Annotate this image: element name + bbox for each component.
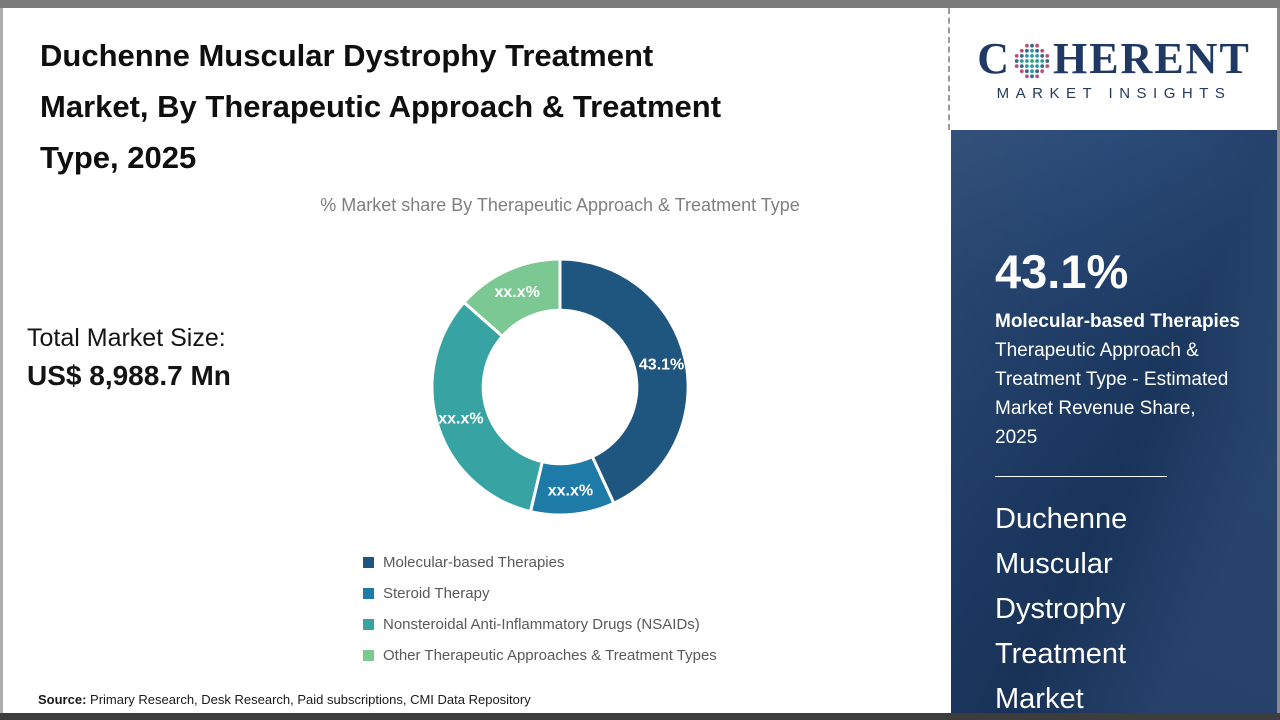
frame-right-border xyxy=(1277,8,1280,713)
frame-top-border xyxy=(0,0,1280,8)
legend-swatch-icon xyxy=(363,618,374,630)
globe-dot xyxy=(1045,58,1050,63)
globe-dot xyxy=(1030,53,1034,58)
page-title: Duchenne Muscular Dystrophy Treatment Ma… xyxy=(40,38,722,175)
frame-left-border xyxy=(0,8,3,713)
globe-dot xyxy=(1040,68,1045,73)
globe-dot xyxy=(1035,68,1039,73)
stat-value: 43.1% xyxy=(995,245,1129,298)
donut-slice xyxy=(462,257,562,338)
total-market-size: Total Market Size: US$ 8,988.7 Mn xyxy=(27,324,231,392)
globe-dot xyxy=(1030,63,1034,68)
globe-dot xyxy=(1024,53,1029,58)
globe-dot xyxy=(1024,63,1029,68)
globe-dot xyxy=(1035,73,1039,78)
legend-label: Molecular-based Therapies xyxy=(383,553,565,571)
company-logo: C HERENT MARKET INSIGHTS xyxy=(951,8,1277,130)
globe-dot xyxy=(1024,48,1029,53)
legend-label: Nonsteroidal Anti-Inflammatory Drugs (NS… xyxy=(383,615,700,633)
globe-dot xyxy=(1030,48,1034,53)
globe-dot xyxy=(1030,43,1034,48)
globe-dot xyxy=(1024,58,1029,63)
stat-underline xyxy=(995,476,1167,477)
chart-legend: Molecular-based Therapies Steroid Therap… xyxy=(363,553,717,677)
donut-slice-label: xx.x% xyxy=(495,284,540,301)
globe-dot xyxy=(1030,58,1034,63)
total-market-size-label: Total Market Size: xyxy=(27,324,226,352)
sidebar-divider xyxy=(948,8,950,130)
donut-chart: 43.1% xx.x% xx.x% xx.x% xyxy=(430,257,690,517)
globe-dot xyxy=(1035,63,1039,68)
frame-bottom-border xyxy=(0,713,1280,720)
source-line: Source: Primary Research, Desk Research,… xyxy=(38,692,531,707)
globe-dot xyxy=(1040,63,1045,68)
logo-letter-c: C xyxy=(977,33,1011,83)
stat-rest: Therapeutic Approach & Treatment Type - … xyxy=(995,340,1229,448)
legend-row: Steroid Therapy xyxy=(363,584,717,602)
legend-label: Other Therapeutic Approaches & Treatment… xyxy=(383,646,717,664)
logo-word-rest: HERENT xyxy=(1052,33,1251,83)
stat-description: Molecular-based Therapies Therapeutic Ap… xyxy=(995,307,1243,452)
market-name: Duchenne Muscular Dystrophy Treatment Ma… xyxy=(995,503,1128,713)
legend-swatch-icon xyxy=(363,587,374,599)
globe-dot xyxy=(1019,68,1024,73)
total-market-size-value: US$ 8,988.7 Mn xyxy=(27,360,231,391)
donut-slice-label: 43.1% xyxy=(639,357,684,374)
chart-subtitle: % Market share By Therapeutic Approach &… xyxy=(320,195,800,215)
globe-dot xyxy=(1035,48,1039,53)
globe-dot xyxy=(1019,48,1024,53)
globe-dot xyxy=(1014,58,1019,63)
legend-row: Nonsteroidal Anti-Inflammatory Drugs (NS… xyxy=(363,615,717,633)
globe-dot xyxy=(1019,53,1024,58)
logo-subtitle: MARKET INSIGHTS xyxy=(996,84,1232,102)
globe-dot xyxy=(1035,58,1039,63)
donut-slice xyxy=(558,257,690,505)
globe-dot xyxy=(1040,48,1045,53)
globe-dot xyxy=(1024,73,1029,78)
globe-dot xyxy=(1014,53,1019,58)
legend-row: Molecular-based Therapies xyxy=(363,553,717,571)
source-text: Primary Research, Desk Research, Paid su… xyxy=(86,692,531,707)
legend-label: Steroid Therapy xyxy=(383,584,490,602)
source-label: Source: xyxy=(38,692,87,707)
globe-dot xyxy=(1030,68,1034,73)
globe-dot xyxy=(1040,53,1045,58)
globe-dot xyxy=(1035,53,1039,58)
sidebar-panel: 43.1% Molecular-based Therapies Therapeu… xyxy=(951,130,1277,713)
stat-highlight: Molecular-based Therapies xyxy=(995,311,1240,332)
donut-slice xyxy=(430,300,544,514)
globe-dot xyxy=(1019,63,1024,68)
globe-dot xyxy=(1024,68,1029,73)
globe-dot xyxy=(1024,43,1029,48)
globe-dot xyxy=(1030,73,1034,78)
globe-dot xyxy=(1014,63,1019,68)
globe-dot xyxy=(1045,53,1050,58)
globe-dot xyxy=(1045,63,1050,68)
legend-row: Other Therapeutic Approaches & Treatment… xyxy=(363,646,717,664)
coherent-globe-icon xyxy=(1014,43,1050,78)
donut-slice-label: xx.x% xyxy=(548,483,593,500)
globe-dot xyxy=(1019,58,1024,63)
globe-dot xyxy=(1040,58,1045,63)
sidebar-content: 43.1% Molecular-based Therapies Therapeu… xyxy=(951,248,1277,713)
legend-swatch-icon xyxy=(363,556,374,568)
legend-swatch-icon xyxy=(363,649,374,661)
globe-dot xyxy=(1035,43,1039,48)
donut-slice-label: xx.x% xyxy=(438,411,483,428)
logo-wordmark: C HERENT xyxy=(977,33,1251,83)
